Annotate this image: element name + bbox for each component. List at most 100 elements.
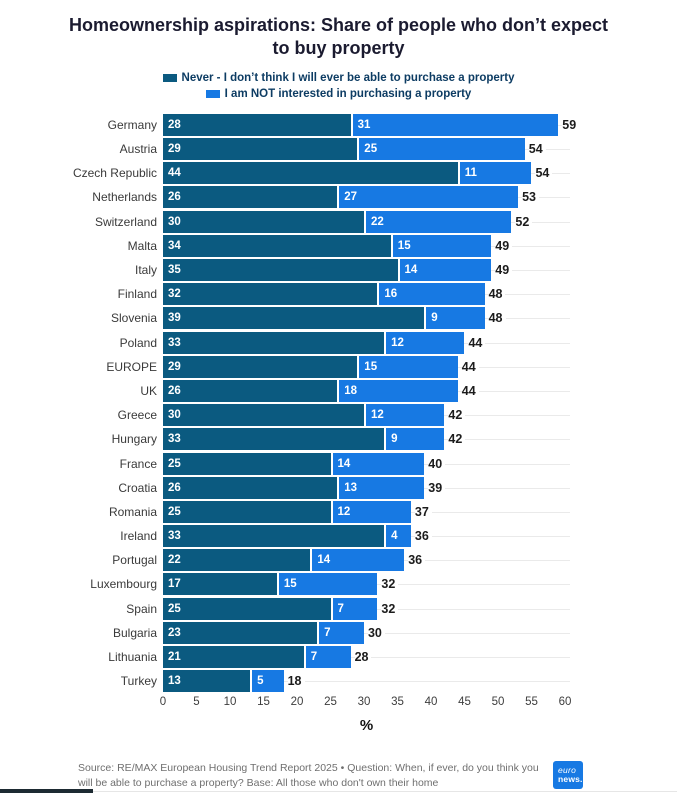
bar-row: France 25 14 40 xyxy=(0,451,677,475)
x-axis: 0 5 10 15 20 25 30 35 40 45 50 55 60 xyxy=(0,693,677,710)
bar-segment-never: 22 xyxy=(163,549,311,572)
legend-item-never: Never - I don’t think I will ever be abl… xyxy=(0,70,677,86)
bar-row: Hungary 33 9 42 xyxy=(0,427,677,451)
bar-row: Greece 30 12 42 xyxy=(0,403,677,427)
bar-segment-not-interested: 13 xyxy=(337,476,425,499)
x-axis-tick: 15 xyxy=(257,696,270,709)
bar-segment-not-interested: 15 xyxy=(357,355,458,378)
x-axis-label: % xyxy=(359,717,374,735)
bar-row: Lithuania 21 7 28 xyxy=(0,645,677,669)
total-label: 18 xyxy=(287,674,305,689)
bar-segment-not-interested: 7 xyxy=(330,597,378,620)
total-label: 32 xyxy=(381,577,399,592)
x-axis-tick: 50 xyxy=(491,696,505,709)
bar-segment-never: 26 xyxy=(163,379,338,402)
bar-segment-never: 33 xyxy=(163,428,385,451)
legend-item-not-interested: I am NOT interested in purchasing a prop… xyxy=(0,86,677,102)
total-label: 37 xyxy=(414,504,432,519)
bar-segment-never: 21 xyxy=(163,646,304,668)
bar-row: Ireland 33 4 36 xyxy=(0,524,677,548)
bar-row: Italy 35 14 49 xyxy=(0,258,677,282)
bar-row: Spain 25 7 32 xyxy=(0,597,677,621)
bar-row: Switzerland 30 22 52 xyxy=(0,210,677,234)
bar-segment-not-interested: 18 xyxy=(337,379,458,402)
total-label: 39 xyxy=(428,480,446,495)
total-label: 48 xyxy=(488,287,506,302)
bar-segment-not-interested: 27 xyxy=(337,186,519,209)
bar-segment-not-interested: 12 xyxy=(384,331,465,354)
total-label: 53 xyxy=(522,190,539,205)
legend-label-not-interested: I am NOT interested in purchasing a prop… xyxy=(224,87,472,100)
bar-row: Poland 33 12 44 xyxy=(0,330,677,354)
bar-segment-not-interested: 31 xyxy=(350,113,559,136)
bar-segment-never: 33 xyxy=(163,525,385,548)
category-label: Croatia xyxy=(118,480,157,495)
x-axis-tick: 55 xyxy=(525,696,538,709)
total-label: 36 xyxy=(414,529,432,544)
bar-segment-never: 34 xyxy=(163,234,391,257)
category-label: Czech Republic xyxy=(72,166,157,181)
x-axis-tick: 25 xyxy=(324,696,337,709)
bar-row: Malta 34 15 49 xyxy=(0,234,677,258)
category-label: Romania xyxy=(108,504,157,519)
category-label: Ireland xyxy=(120,529,157,544)
bar-chart: Germany 28 31 59 Austria 29 25 54 Czech Republic… xyxy=(0,113,677,735)
x-axis-tick: 45 xyxy=(458,696,471,709)
x-axis-tick: 5 xyxy=(193,696,200,709)
bar-row: Czech Republic 44 11 54 xyxy=(0,161,677,185)
category-label: Lithuania xyxy=(108,650,157,664)
legend-label-never: Never - I don’t think I will ever be abl… xyxy=(181,71,515,84)
total-label: 44 xyxy=(461,383,479,398)
category-label: Italy xyxy=(134,263,157,277)
bar-segment-not-interested: 15 xyxy=(390,234,492,257)
bar-row: Portugal 22 14 36 xyxy=(0,548,677,572)
total-label: 44 xyxy=(468,335,486,350)
bar-row: Bulgaria 23 7 30 xyxy=(0,621,677,645)
bar-row: Turkey 13 5 18 xyxy=(0,669,677,693)
bar-row: Romania 25 12 37 xyxy=(0,500,677,524)
category-label: Slovenia xyxy=(110,311,157,326)
row-gridline xyxy=(163,681,570,683)
bar-segment-not-interested: 14 xyxy=(397,259,492,281)
source-note: Source: RE/MAX European Housing Trend Re… xyxy=(78,762,539,789)
bar-segment-never: 29 xyxy=(163,355,358,378)
bottom-divider xyxy=(0,791,677,792)
bar-segment-never: 17 xyxy=(163,573,277,596)
bar-segment-never: 25 xyxy=(163,597,331,620)
total-label: 44 xyxy=(461,359,479,374)
bar-row: Austria 29 25 54 xyxy=(0,137,677,161)
category-label: Switzerland xyxy=(94,214,157,229)
euronews-logo-line2: news. xyxy=(558,773,583,784)
x-axis-tick: 10 xyxy=(223,696,237,709)
bar-segment-not-interested: 12 xyxy=(330,500,411,523)
category-label: Germany xyxy=(107,117,157,132)
bar-row: Croatia 26 13 39 xyxy=(0,476,677,500)
category-label: Turkey xyxy=(120,674,157,689)
row-gridline xyxy=(163,632,570,634)
total-label: 49 xyxy=(495,238,513,253)
total-label: 52 xyxy=(515,214,533,229)
bar-segment-not-interested: 4 xyxy=(384,525,411,548)
total-label: 40 xyxy=(428,456,446,471)
bar-row: EUROPE 29 15 44 xyxy=(0,355,677,379)
bar-segment-not-interested: 14 xyxy=(310,549,405,572)
x-axis-tick: 40 xyxy=(424,696,438,709)
euronews-logo-line1: euro xyxy=(558,765,577,776)
bar-segment-never: 32 xyxy=(163,283,378,306)
legend: Never - I don’t think I will ever be abl… xyxy=(0,70,677,102)
bar-segment-not-interested: 14 xyxy=(330,452,425,475)
bar-segment-never: 30 xyxy=(163,404,364,427)
category-label: UK xyxy=(140,383,157,398)
total-label: 54 xyxy=(528,142,546,157)
euronews-logo: euro news. xyxy=(553,761,583,789)
legend-swatch-not-interested-icon xyxy=(205,89,220,98)
total-label: 42 xyxy=(448,408,466,423)
category-label: Finland xyxy=(117,287,157,302)
bar-segment-never: 39 xyxy=(163,307,425,330)
total-label: 49 xyxy=(495,263,513,277)
bar-segment-never: 29 xyxy=(163,138,358,161)
bar-rows: Germany 28 31 59 Austria 29 25 54 Czech Republic… xyxy=(0,113,677,694)
bar-segment-not-interested: 7 xyxy=(317,621,364,644)
bar-row: Finland 32 16 48 xyxy=(0,282,677,306)
category-label: Luxembourg xyxy=(90,577,157,592)
